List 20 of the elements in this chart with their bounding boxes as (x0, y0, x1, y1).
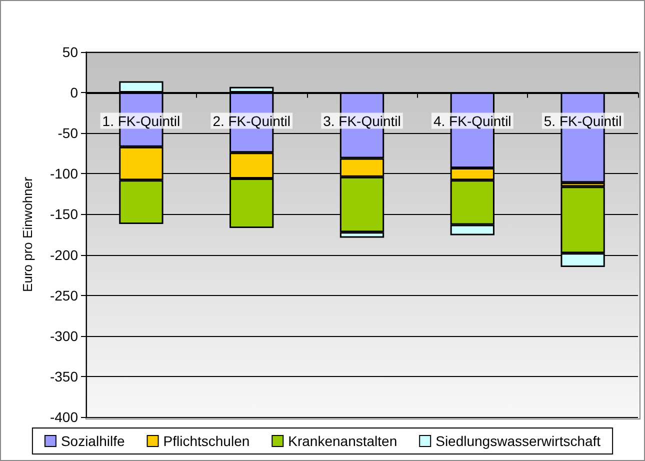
x-tick-label: 4. FK-Quintil (433, 112, 512, 129)
x-tick-label: 1. FK-Quintil (102, 112, 180, 129)
legend-label: Sozialhilfe (60, 433, 125, 449)
y-tick-label: 50 (62, 44, 78, 60)
y-tick-label: -250 (50, 287, 78, 304)
y-tick-label: -50 (58, 125, 78, 142)
x-tick-label: 5. FK-Quintil (544, 112, 622, 129)
legend-label: Siedlungswasserwirtschaft (436, 433, 601, 449)
legend-label: Krankenanstalten (288, 433, 398, 449)
y-tick-label: -200 (50, 246, 78, 263)
x-tick-label: 2. FK-Quintil (212, 112, 291, 129)
x-tick-label: 3. FK-Quintil (323, 112, 401, 129)
y-tick-label: -400 (50, 409, 78, 425)
y-tick-label: 0 (70, 84, 78, 101)
legend-label: Pflichtschulen (163, 433, 250, 449)
y-tick-label: -300 (50, 328, 78, 344)
y-tick-label: -150 (50, 206, 78, 222)
y-tick-label: -100 (50, 166, 78, 182)
y-tick-label: -350 (50, 368, 78, 384)
y-axis-title: Euro pro Einwohner (20, 176, 35, 292)
